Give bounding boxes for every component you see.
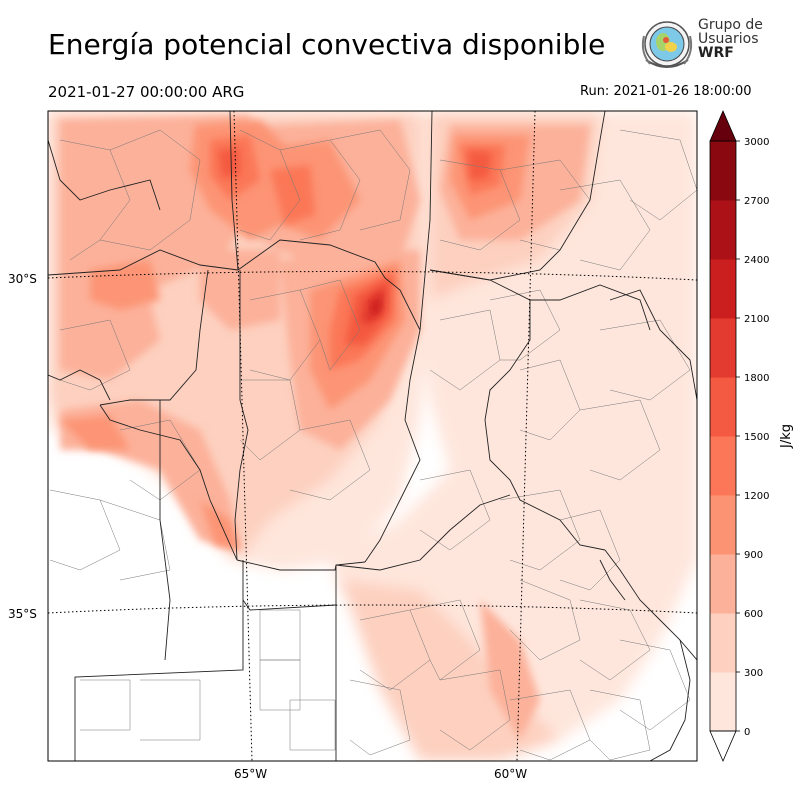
colorbar-bin xyxy=(710,554,736,614)
colorbar-bin xyxy=(710,436,736,496)
colorbar-tick-label: 2100 xyxy=(744,314,769,325)
run-time: Run: 2021-01-26 18:00:00 xyxy=(580,84,752,99)
colorbar-over-arrow xyxy=(709,109,737,142)
province-boundaries xyxy=(48,111,697,761)
map-panel xyxy=(48,111,697,761)
colorbar-tick-label: 600 xyxy=(744,609,763,620)
graticule xyxy=(48,111,697,761)
colorbar-bin xyxy=(710,141,736,201)
map-frame xyxy=(47,110,698,762)
colorbar-bin xyxy=(710,495,736,555)
colorbar-tick-label: 1200 xyxy=(744,491,769,502)
colorbar-bin xyxy=(710,672,736,732)
cape-field xyxy=(48,111,697,761)
colorbar: 0 300 600 900 1200 1500 1800 2100 2400 2700 3000 J/… xyxy=(709,109,794,763)
logo-line1: Grupo de xyxy=(698,17,763,33)
lon-label-60w: 60°W xyxy=(494,767,527,781)
logo-emblem-icon xyxy=(641,21,693,68)
colorbar-tick-label: 3000 xyxy=(744,137,769,148)
colorbar-bin xyxy=(710,259,736,319)
colorbar-tick-label: 0 xyxy=(744,727,750,738)
colorbar-bin xyxy=(710,318,736,378)
colorbar-unit-label: J/kg xyxy=(779,424,794,449)
colorbar-tick-label: 2700 xyxy=(744,196,769,207)
logo-line2: Usuarios xyxy=(698,31,759,47)
colorbar-bin xyxy=(710,377,736,437)
colorbar-tick-label: 1800 xyxy=(744,373,769,384)
logo-text: Grupo de Usuarios WRF xyxy=(698,18,763,60)
colorbar-tick-label: 900 xyxy=(744,550,763,561)
colorbar-tick-label: 2400 xyxy=(744,255,769,266)
valid-time: 2021-01-27 00:00:00 ARG xyxy=(48,83,245,101)
lon-label-65w: 65°W xyxy=(234,767,267,781)
colorbar-bin xyxy=(710,200,736,260)
map-title: Energía potencial convectiva disponible xyxy=(48,28,606,61)
grupo-usuarios-wrf-logo: Grupo de Usuarios WRF xyxy=(638,16,768,76)
colorbar-tick-label: 300 xyxy=(744,668,763,679)
colorbar-bin xyxy=(710,613,736,673)
lat-label-35s: 35°S xyxy=(8,607,37,621)
colorbar-under-arrow xyxy=(709,730,737,763)
colorbar-tick-label: 1500 xyxy=(744,432,769,443)
logo-line3: WRF xyxy=(698,45,734,61)
lat-label-30s: 30°S xyxy=(8,272,37,286)
